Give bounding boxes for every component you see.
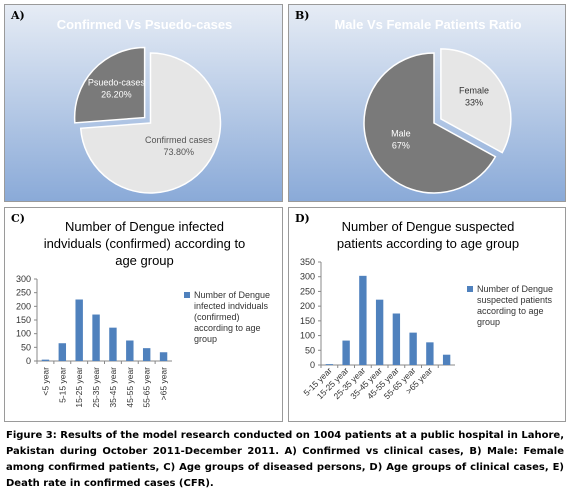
chart-panel: Confirmed Vs Psuedo-cases Confirmed cases… [4, 4, 283, 202]
bar [142, 348, 151, 361]
y-tick-label: 100 [300, 331, 315, 341]
bar [409, 332, 417, 365]
panel-label: D) [295, 212, 310, 225]
legend-swatch [467, 285, 473, 292]
x-tick-label: <5 year [40, 367, 50, 396]
y-tick-label: 200 [300, 301, 315, 311]
bar [442, 354, 451, 365]
chart-panel: Number of Dengue suspected patients acco… [288, 207, 566, 422]
x-tick-label: 35-45 year [108, 367, 118, 408]
legend: Number of Dengue infected indviduals (co… [184, 290, 280, 345]
slice-label: Confirmed cases [145, 135, 213, 145]
y-tick-label: 200 [16, 301, 31, 311]
pie-slice [79, 52, 222, 194]
caption: Figure 3: Results of the model research … [6, 430, 564, 489]
y-tick-label: 0 [26, 356, 31, 366]
bar [58, 343, 67, 361]
legend-swatch [184, 292, 190, 298]
pie-slice [440, 48, 512, 154]
y-tick-label: 50 [21, 342, 31, 352]
y-tick-label: 0 [310, 360, 315, 370]
bar [109, 327, 117, 361]
x-tick-label: 25-35 year [91, 367, 101, 408]
y-tick-label: 350 [300, 257, 315, 267]
slice-value-label: 73.80% [163, 147, 194, 157]
chart-title: Confirmed Vs Psuedo-cases [56, 17, 233, 32]
pie-plot: Female 33% Male 67% [363, 48, 512, 194]
bar [325, 364, 334, 365]
x-tick-label: 45-55 year [125, 367, 135, 408]
slice-value-label: 67% [392, 141, 410, 151]
bar [359, 275, 367, 365]
slice-label: Male [391, 129, 411, 139]
x-tick-label: 55-65 year [142, 367, 152, 408]
y-tick-label: 300 [300, 272, 315, 282]
bar [41, 359, 50, 361]
bar [375, 299, 384, 365]
chart-title: Male Vs Female Patients Ratio [334, 17, 522, 32]
y-tick-label: 50 [305, 345, 315, 355]
y-tick-label: 100 [16, 329, 31, 339]
slice-label: Psuedo-cases [88, 77, 146, 87]
x-tick-label: 5-15 year [57, 367, 67, 403]
y-tick-label: 150 [16, 315, 31, 325]
bar [75, 299, 83, 361]
slice-label: Female [459, 85, 489, 95]
legend-label: Number of Dengue infected indviduals (co… [194, 290, 271, 344]
bar [126, 340, 134, 361]
panel-label: C) [11, 212, 25, 225]
y-tick-label: 300 [16, 274, 31, 284]
chart-panel: Number of Dengue infected indviduals (co… [4, 207, 283, 422]
panel-label: B) [295, 9, 310, 22]
chart-title: Number of Dengue suspected patients acco… [336, 219, 520, 251]
x-tick-label: 15-25 year [74, 367, 84, 408]
bar [159, 352, 168, 361]
slice-value-label: 26.20% [101, 89, 132, 99]
x-tick-label: >65 year [159, 367, 169, 400]
y-tick-label: 250 [300, 286, 315, 296]
slice-value-label: 33% [465, 97, 483, 107]
bar [92, 314, 100, 361]
bar-plot: 0 50 100 150 200 250 300 <5 year 5-15 year 15-25 … [16, 274, 172, 408]
pie-plot: Confirmed cases 73.80% Psuedo-cases 26.20% [73, 46, 222, 194]
legend: Number of Dengue suspected patients acco… [467, 284, 563, 328]
pie-slice [73, 46, 146, 124]
bar [342, 340, 350, 365]
bar [426, 342, 434, 365]
y-tick-label: 150 [300, 316, 315, 326]
pie-slice [363, 52, 497, 194]
panel-label: A) [11, 9, 25, 22]
bar [392, 313, 401, 365]
y-tick-label: 250 [16, 288, 31, 298]
chart-panel: Male Vs Female Patients Ratio Female 33% Ma… [288, 4, 566, 202]
chart-title: Number of Dengue infected indviduals (co… [43, 219, 246, 268]
legend-label: Number of Dengue suspected patients acco… [477, 283, 554, 327]
